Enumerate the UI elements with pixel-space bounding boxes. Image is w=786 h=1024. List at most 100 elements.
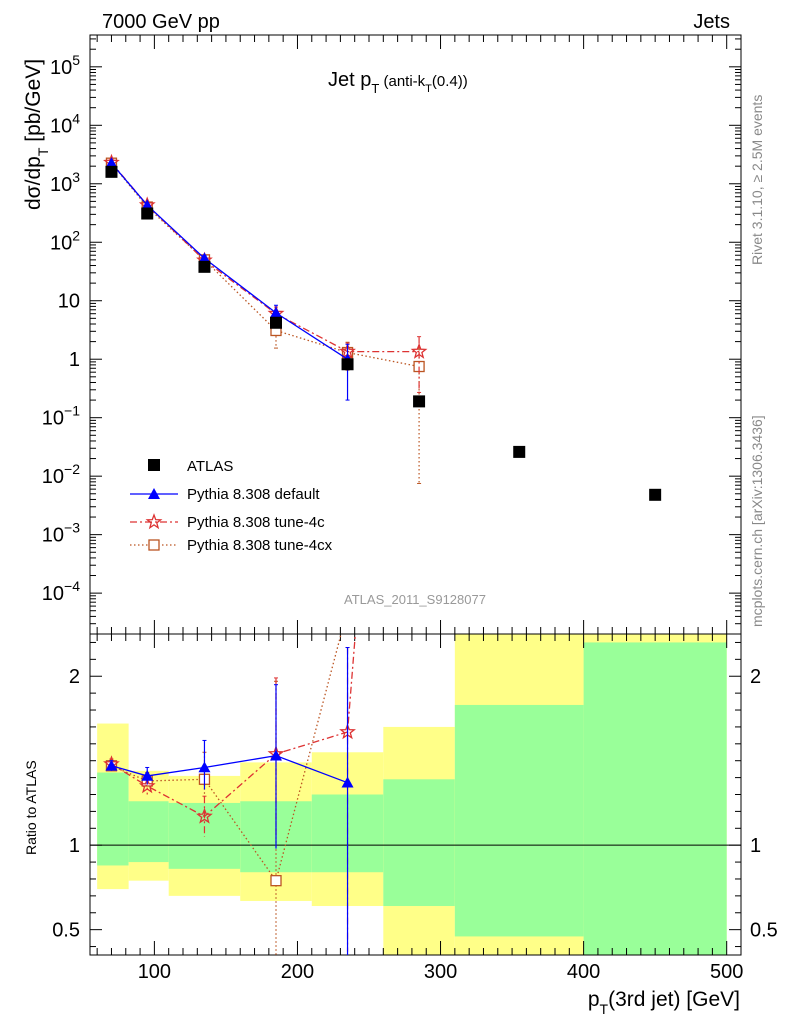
atlas-point: [198, 260, 211, 273]
x-tick-label: 200: [281, 961, 314, 983]
ratio-y-axis-label: Ratio to ATLAS: [23, 760, 39, 855]
ratio-y-tick-label-right: 1: [750, 835, 761, 857]
main-line-1: [110, 162, 348, 360]
ratio-axes: 100 200 300 400 500 0.5 0.5 1 1 2 2: [52, 633, 778, 983]
band-inner-5: [383, 779, 455, 907]
legend-tune4cx-marker: [148, 539, 160, 551]
x-tick-label: 300: [424, 961, 457, 983]
ratio-series: [103, 634, 356, 955]
y-tick-label: 1: [69, 349, 80, 371]
ratio-y-tick-label: 1: [69, 835, 80, 857]
y-tick-mantissa: 10: [50, 174, 72, 196]
plot-title-prefix: Jet p: [328, 69, 371, 91]
main-point-1: [105, 157, 118, 168]
x-axis-label-rest: (3rd jet) [GeV]: [608, 988, 740, 1011]
main-series: [103, 153, 662, 501]
ratio-y-tick-label: 0.5: [52, 920, 80, 942]
atlas-point: [513, 445, 526, 458]
legend-default-marker: [148, 488, 160, 499]
y-tick-label: 103: [50, 169, 80, 196]
band-inner-1: [128, 801, 169, 863]
atlas-point: [105, 165, 118, 178]
plot-title-rest-open: (anti-k: [379, 73, 425, 90]
main-point-1: [198, 252, 211, 264]
atlas-point: [270, 316, 282, 329]
y-axis-label-main: dσ/dp: [22, 156, 45, 210]
main-line-2: [110, 162, 420, 353]
ratio-y-tick-label-right: 0.5: [750, 920, 778, 942]
ratio-point-0: [105, 759, 118, 771]
rivet-label: Rivet 3.1.10, ≥ 2.5M events: [749, 95, 765, 265]
atlas-point: [649, 488, 662, 501]
x-axis-label: pT(3rd jet) [GeV]: [588, 988, 740, 1017]
band-inner-7: [583, 642, 727, 955]
ratio-y-tick-label: 2: [69, 666, 80, 688]
legend-tune4c-label: Pythia 8.308 tune-4c: [187, 514, 325, 531]
y-tick-label: 104: [50, 110, 80, 137]
main-point-2: [410, 342, 428, 359]
y-tick-exponent: −2: [64, 461, 80, 477]
x-axis-label-sub: T: [600, 1001, 609, 1017]
plot-title-rest-sub: T: [425, 83, 432, 95]
y-tick-mantissa: 10: [50, 57, 72, 79]
ratio-point-0: [270, 749, 282, 761]
header-right: Jets: [693, 11, 730, 33]
y-tick-label: 10: [58, 291, 80, 313]
ratio-point-1: [196, 807, 213, 824]
ratio-point-1: [138, 777, 156, 794]
ratio-point-0: [341, 776, 354, 788]
legend: ATLAS Pythia 8.308 default Pythia 8.308 …: [130, 458, 333, 554]
atlas-point: [141, 207, 154, 220]
legend-tune4cx-label: Pythia 8.308 tune-4cx: [187, 537, 333, 554]
y-tick-mantissa: 10: [42, 466, 64, 488]
band-inner-6: [454, 704, 584, 937]
main-line-3: [110, 162, 420, 368]
legend-atlas-marker: [148, 459, 160, 471]
legend-star-shape: [145, 513, 163, 530]
atlas-point: [341, 358, 354, 371]
x-tick-label: 500: [710, 961, 743, 983]
y-axis-label-sub: T: [35, 147, 51, 156]
atlas-point: [413, 395, 426, 408]
plot-title-sub: T: [371, 81, 379, 96]
ratio-line-1: [111, 634, 356, 818]
y-tick-exponent: −3: [64, 520, 80, 536]
y-tick-exponent: 2: [72, 227, 80, 243]
ratio-point-0: [198, 761, 211, 773]
ratio-point-2: [270, 875, 282, 887]
y-tick-mantissa: 10: [58, 291, 80, 313]
y-axis-label: dσ/dpT [pb/GeV]: [22, 59, 51, 210]
ratio-bands: [97, 634, 727, 955]
y-tick-mantissa: 10: [42, 408, 64, 430]
y-tick-exponent: −4: [64, 578, 80, 594]
y-tick-label: 105: [50, 52, 80, 79]
y-tick-label: 10−3: [42, 520, 80, 547]
legend-tune4c-marker: [145, 513, 163, 530]
header-left: 7000 GeV pp: [102, 11, 220, 33]
y-tick-mantissa: 10: [42, 525, 64, 547]
ratio-point-0: [141, 769, 154, 781]
plot-title-rest-close: (0.4)): [432, 73, 468, 90]
y-axis-label-unit: [pb/GeV]: [22, 59, 45, 148]
plot-title: Jet pT (anti-kT(0.4)): [328, 69, 468, 96]
legend-atlas-label: ATLAS: [187, 458, 233, 475]
legend-default-label: Pythia 8.308 default: [187, 486, 320, 503]
y-tick-mantissa: 10: [50, 232, 72, 254]
y-tick-exponent: 3: [72, 169, 80, 185]
x-tick-label: 100: [138, 961, 171, 983]
x-axis-label-p: p: [588, 988, 600, 1011]
main-point-1: [141, 199, 154, 211]
mcplots-label: mcplots.cern.ch [arXiv:1306.3436]: [749, 415, 765, 627]
y-tick-mantissa: 10: [42, 583, 64, 605]
y-tick-label: 10−4: [42, 578, 80, 605]
y-tick-exponent: 5: [72, 52, 80, 68]
y-tick-mantissa: 1: [69, 349, 80, 371]
y-tick-label: 10−1: [42, 403, 80, 430]
y-tick-exponent: 4: [72, 110, 80, 126]
main-point-1: [270, 306, 282, 318]
y-tick-label: 10−2: [42, 461, 80, 488]
x-tick-label: 400: [567, 961, 600, 983]
ratio-y-tick-label-right: 2: [750, 666, 761, 688]
